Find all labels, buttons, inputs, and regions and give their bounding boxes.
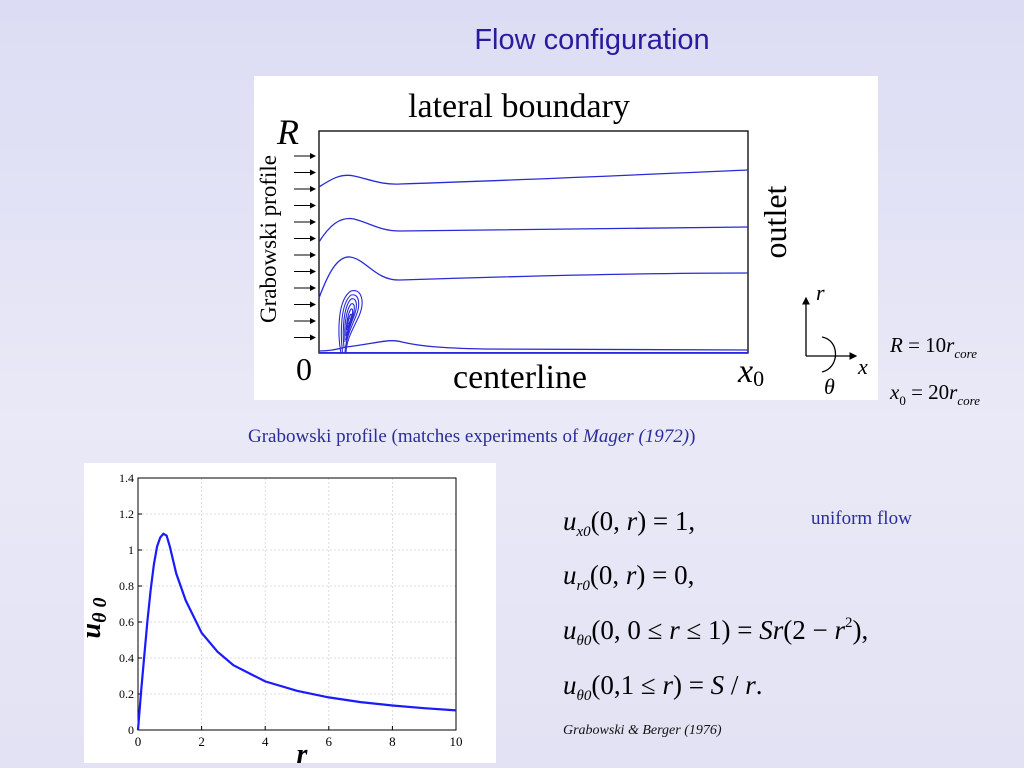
centerline-label: centerline [453, 359, 587, 396]
x-tick-label: 0 [135, 734, 142, 749]
flow-diagram: lateral boundary R Grabowski profile out… [254, 76, 878, 400]
x-axis-label: r [297, 739, 309, 763]
equation-azimuthal-core: uθ0(0, 0 ≤ r ≤ 1) = Sr(2 − r2), [563, 615, 869, 649]
param-radius: R = 10rcore [890, 333, 977, 361]
equation-axial-velocity: ux0(0, r) = 1, [563, 506, 696, 540]
streamline-2 [318, 217, 749, 243]
radius-label: R [276, 112, 299, 152]
slide-title: Flow configuration [474, 24, 710, 56]
recirculation-bubble [338, 290, 363, 355]
profile-chart: 0 2 4 6 8 10 0 0.2 0.4 0.6 0.8 1 1.2 1.4 r uθ 0 [76, 463, 496, 768]
y-tick-label: 1 [128, 543, 134, 557]
lateral-boundary-label: lateral boundary [408, 88, 630, 125]
plot-frame [137, 477, 457, 731]
param-length: x0 = 20rcore [890, 380, 980, 408]
streamline-4 [318, 340, 749, 352]
r-axis-label: r [816, 280, 825, 305]
reference-citation: Grabowski & Berger (1976) [563, 723, 722, 738]
streamlines [318, 169, 749, 354]
streamline-1 [318, 169, 749, 188]
y-tick-label: 0.8 [119, 579, 134, 593]
x-tick-label: 8 [389, 734, 396, 749]
y-tick-label: 0.2 [119, 687, 134, 701]
domain-length-label: x0 [737, 353, 764, 391]
equation-azimuthal-outer: uθ0(0,1 ≤ r) = S / r. [563, 670, 763, 704]
inlet-arrows [294, 153, 316, 341]
y-tick-label: 0.4 [119, 651, 134, 665]
y-tick-label: 0.6 [119, 615, 134, 629]
y-tick-label: 1.4 [119, 471, 134, 485]
streamline-3 [318, 256, 749, 299]
uniform-flow-note: uniform flow [811, 508, 912, 529]
theta-label: θ [824, 374, 835, 399]
profile-chart-svg: 0 2 4 6 8 10 0 0.2 0.4 0.6 0.8 1 1.2 1.4 r uθ 0 [76, 471, 463, 768]
outlet-label: outlet [757, 185, 793, 258]
inlet-profile-label: Grabowski profile [256, 155, 281, 323]
x-axis-label: x [857, 354, 868, 379]
equation-radial-velocity: ur0(0, r) = 0, [563, 560, 695, 594]
x-tick-label: 10 [450, 734, 463, 749]
profile-caption: Grabowski profile (matches experiments o… [248, 426, 696, 447]
y-tick-label: 1.2 [119, 507, 134, 521]
origin-label: 0 [296, 351, 312, 387]
y-axis-label: uθ 0 [84, 598, 111, 639]
x-tick-label: 4 [262, 734, 269, 749]
series-line [136, 532, 457, 731]
x-tick-label: 2 [198, 734, 205, 749]
domain-boundary [318, 130, 749, 354]
x-tick-label: 6 [326, 734, 333, 749]
flow-diagram-svg: lateral boundary R Grabowski profile out… [256, 88, 868, 399]
coordinate-axes [802, 296, 858, 373]
y-tick-label: 0 [128, 723, 134, 737]
